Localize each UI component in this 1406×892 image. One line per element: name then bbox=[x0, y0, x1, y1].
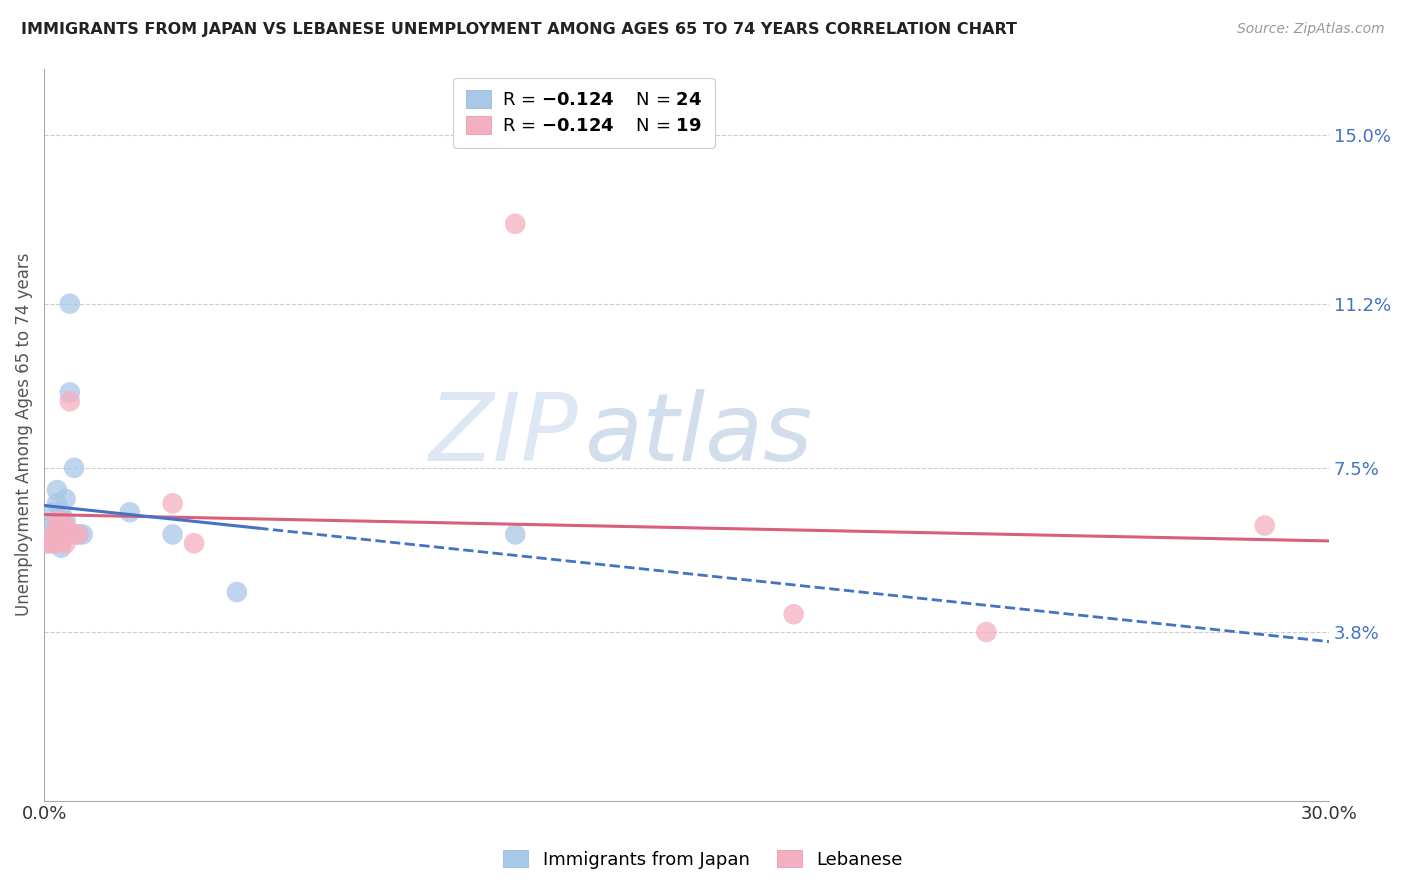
Point bbox=[46, 527, 69, 541]
Point bbox=[72, 527, 94, 541]
Point bbox=[59, 385, 82, 400]
Point bbox=[55, 491, 77, 506]
Point bbox=[59, 296, 82, 310]
Legend: Immigrants from Japan, Lebanese: Immigrants from Japan, Lebanese bbox=[496, 843, 910, 876]
Point bbox=[46, 514, 69, 528]
Point bbox=[225, 585, 247, 599]
Point bbox=[46, 514, 69, 528]
Point bbox=[41, 527, 63, 541]
Point bbox=[67, 527, 90, 541]
Point bbox=[46, 527, 69, 541]
Point bbox=[976, 625, 998, 640]
Y-axis label: Unemployment Among Ages 65 to 74 years: Unemployment Among Ages 65 to 74 years bbox=[15, 252, 32, 616]
Point bbox=[55, 518, 77, 533]
Point bbox=[51, 505, 73, 519]
Text: ZIP: ZIP bbox=[427, 389, 578, 480]
Point bbox=[46, 483, 69, 497]
Point bbox=[51, 514, 73, 528]
Point bbox=[503, 527, 526, 541]
Point bbox=[55, 527, 77, 541]
Point bbox=[63, 460, 86, 475]
Point bbox=[55, 514, 77, 528]
Point bbox=[183, 536, 205, 550]
Point bbox=[118, 505, 141, 519]
Point bbox=[59, 394, 82, 409]
Point bbox=[51, 536, 73, 550]
Point bbox=[37, 527, 59, 541]
Text: Source: ZipAtlas.com: Source: ZipAtlas.com bbox=[1237, 22, 1385, 37]
Point bbox=[51, 527, 73, 541]
Point bbox=[63, 527, 86, 541]
Point bbox=[37, 536, 59, 550]
Point bbox=[41, 518, 63, 533]
Point bbox=[41, 536, 63, 550]
Point bbox=[162, 527, 184, 541]
Point bbox=[55, 527, 77, 541]
Text: atlas: atlas bbox=[583, 389, 813, 480]
Point bbox=[782, 607, 804, 622]
Point bbox=[51, 541, 73, 555]
Point bbox=[46, 496, 69, 510]
Text: IMMIGRANTS FROM JAPAN VS LEBANESE UNEMPLOYMENT AMONG AGES 65 TO 74 YEARS CORRELA: IMMIGRANTS FROM JAPAN VS LEBANESE UNEMPL… bbox=[21, 22, 1017, 37]
Point bbox=[162, 496, 184, 510]
Point bbox=[41, 536, 63, 550]
Point bbox=[503, 217, 526, 231]
Legend: R = $\bf{-0.124}$    N = $\bf{24}$, R = $\bf{-0.124}$    N = $\bf{19}$: R = $\bf{-0.124}$ N = $\bf{24}$, R = $\b… bbox=[453, 78, 714, 148]
Point bbox=[67, 527, 90, 541]
Point bbox=[1254, 518, 1277, 533]
Point bbox=[41, 505, 63, 519]
Point bbox=[37, 536, 59, 550]
Point bbox=[55, 536, 77, 550]
